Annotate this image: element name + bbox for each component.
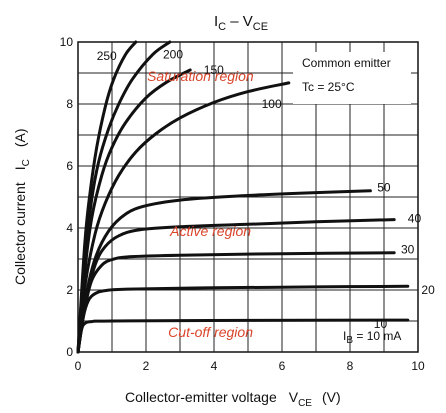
curve-labels-group: 10 20 30 40 50 100 150 200 250 bbox=[97, 47, 435, 331]
x-tick-label: 8 bbox=[347, 359, 354, 373]
y-axis-title: Collector currentIC(A) bbox=[12, 129, 32, 286]
y-tick-label: 0 bbox=[66, 345, 73, 359]
x-tick-label: 2 bbox=[143, 359, 150, 373]
x-tick-label: 10 bbox=[411, 359, 425, 373]
condition-box bbox=[293, 52, 411, 104]
curve-ib-250 bbox=[76, 40, 138, 354]
curve-label-ib-200: 200 bbox=[163, 47, 183, 61]
y-tick-label: 6 bbox=[66, 159, 73, 173]
grid-lines bbox=[78, 42, 418, 352]
chart-title: IC – VCE bbox=[214, 13, 268, 33]
condition-line-2: Tc = 25°C bbox=[302, 80, 355, 94]
region-labels: Saturation region Active region Cut-off re… bbox=[147, 68, 254, 340]
y-tick-label: 4 bbox=[66, 221, 73, 235]
y-tick-labels: 0 2 4 6 8 10 bbox=[60, 35, 74, 359]
x-tick-labels: 0 2 4 6 8 10 bbox=[75, 359, 425, 373]
curves-group bbox=[76, 40, 410, 354]
x-tick-label: 4 bbox=[211, 359, 218, 373]
curve-label-ib-40: 40 bbox=[408, 212, 422, 226]
y-tick-label: 8 bbox=[66, 97, 73, 111]
curve-label-ib-20: 20 bbox=[421, 283, 435, 297]
curve-ib-50 bbox=[76, 189, 372, 354]
region-label: Cut-off region bbox=[168, 324, 253, 340]
condition-line-1: Common emitter bbox=[302, 56, 391, 70]
curve-label-ib-30: 30 bbox=[401, 243, 415, 257]
ib-label: IB = 10 mA bbox=[343, 329, 401, 346]
curve-label-ib-100: 100 bbox=[262, 97, 282, 111]
region-label: Active region bbox=[169, 223, 251, 239]
region-label: Saturation region bbox=[147, 68, 254, 84]
curve-ib-100 bbox=[76, 81, 291, 354]
x-axis-title: Collector-emitter voltage VCE (V) bbox=[125, 389, 341, 409]
curve-label-ib-150: 150 bbox=[204, 63, 224, 77]
curve-label-ib-10: 10 bbox=[374, 317, 388, 331]
y-tick-label: 10 bbox=[60, 35, 74, 49]
x-tick-label: 0 bbox=[75, 359, 82, 373]
y-tick-label: 2 bbox=[66, 283, 73, 297]
x-tick-label: 6 bbox=[279, 359, 286, 373]
curve-label-ib-50: 50 bbox=[377, 181, 391, 195]
curve-label-ib-250: 250 bbox=[97, 49, 117, 63]
